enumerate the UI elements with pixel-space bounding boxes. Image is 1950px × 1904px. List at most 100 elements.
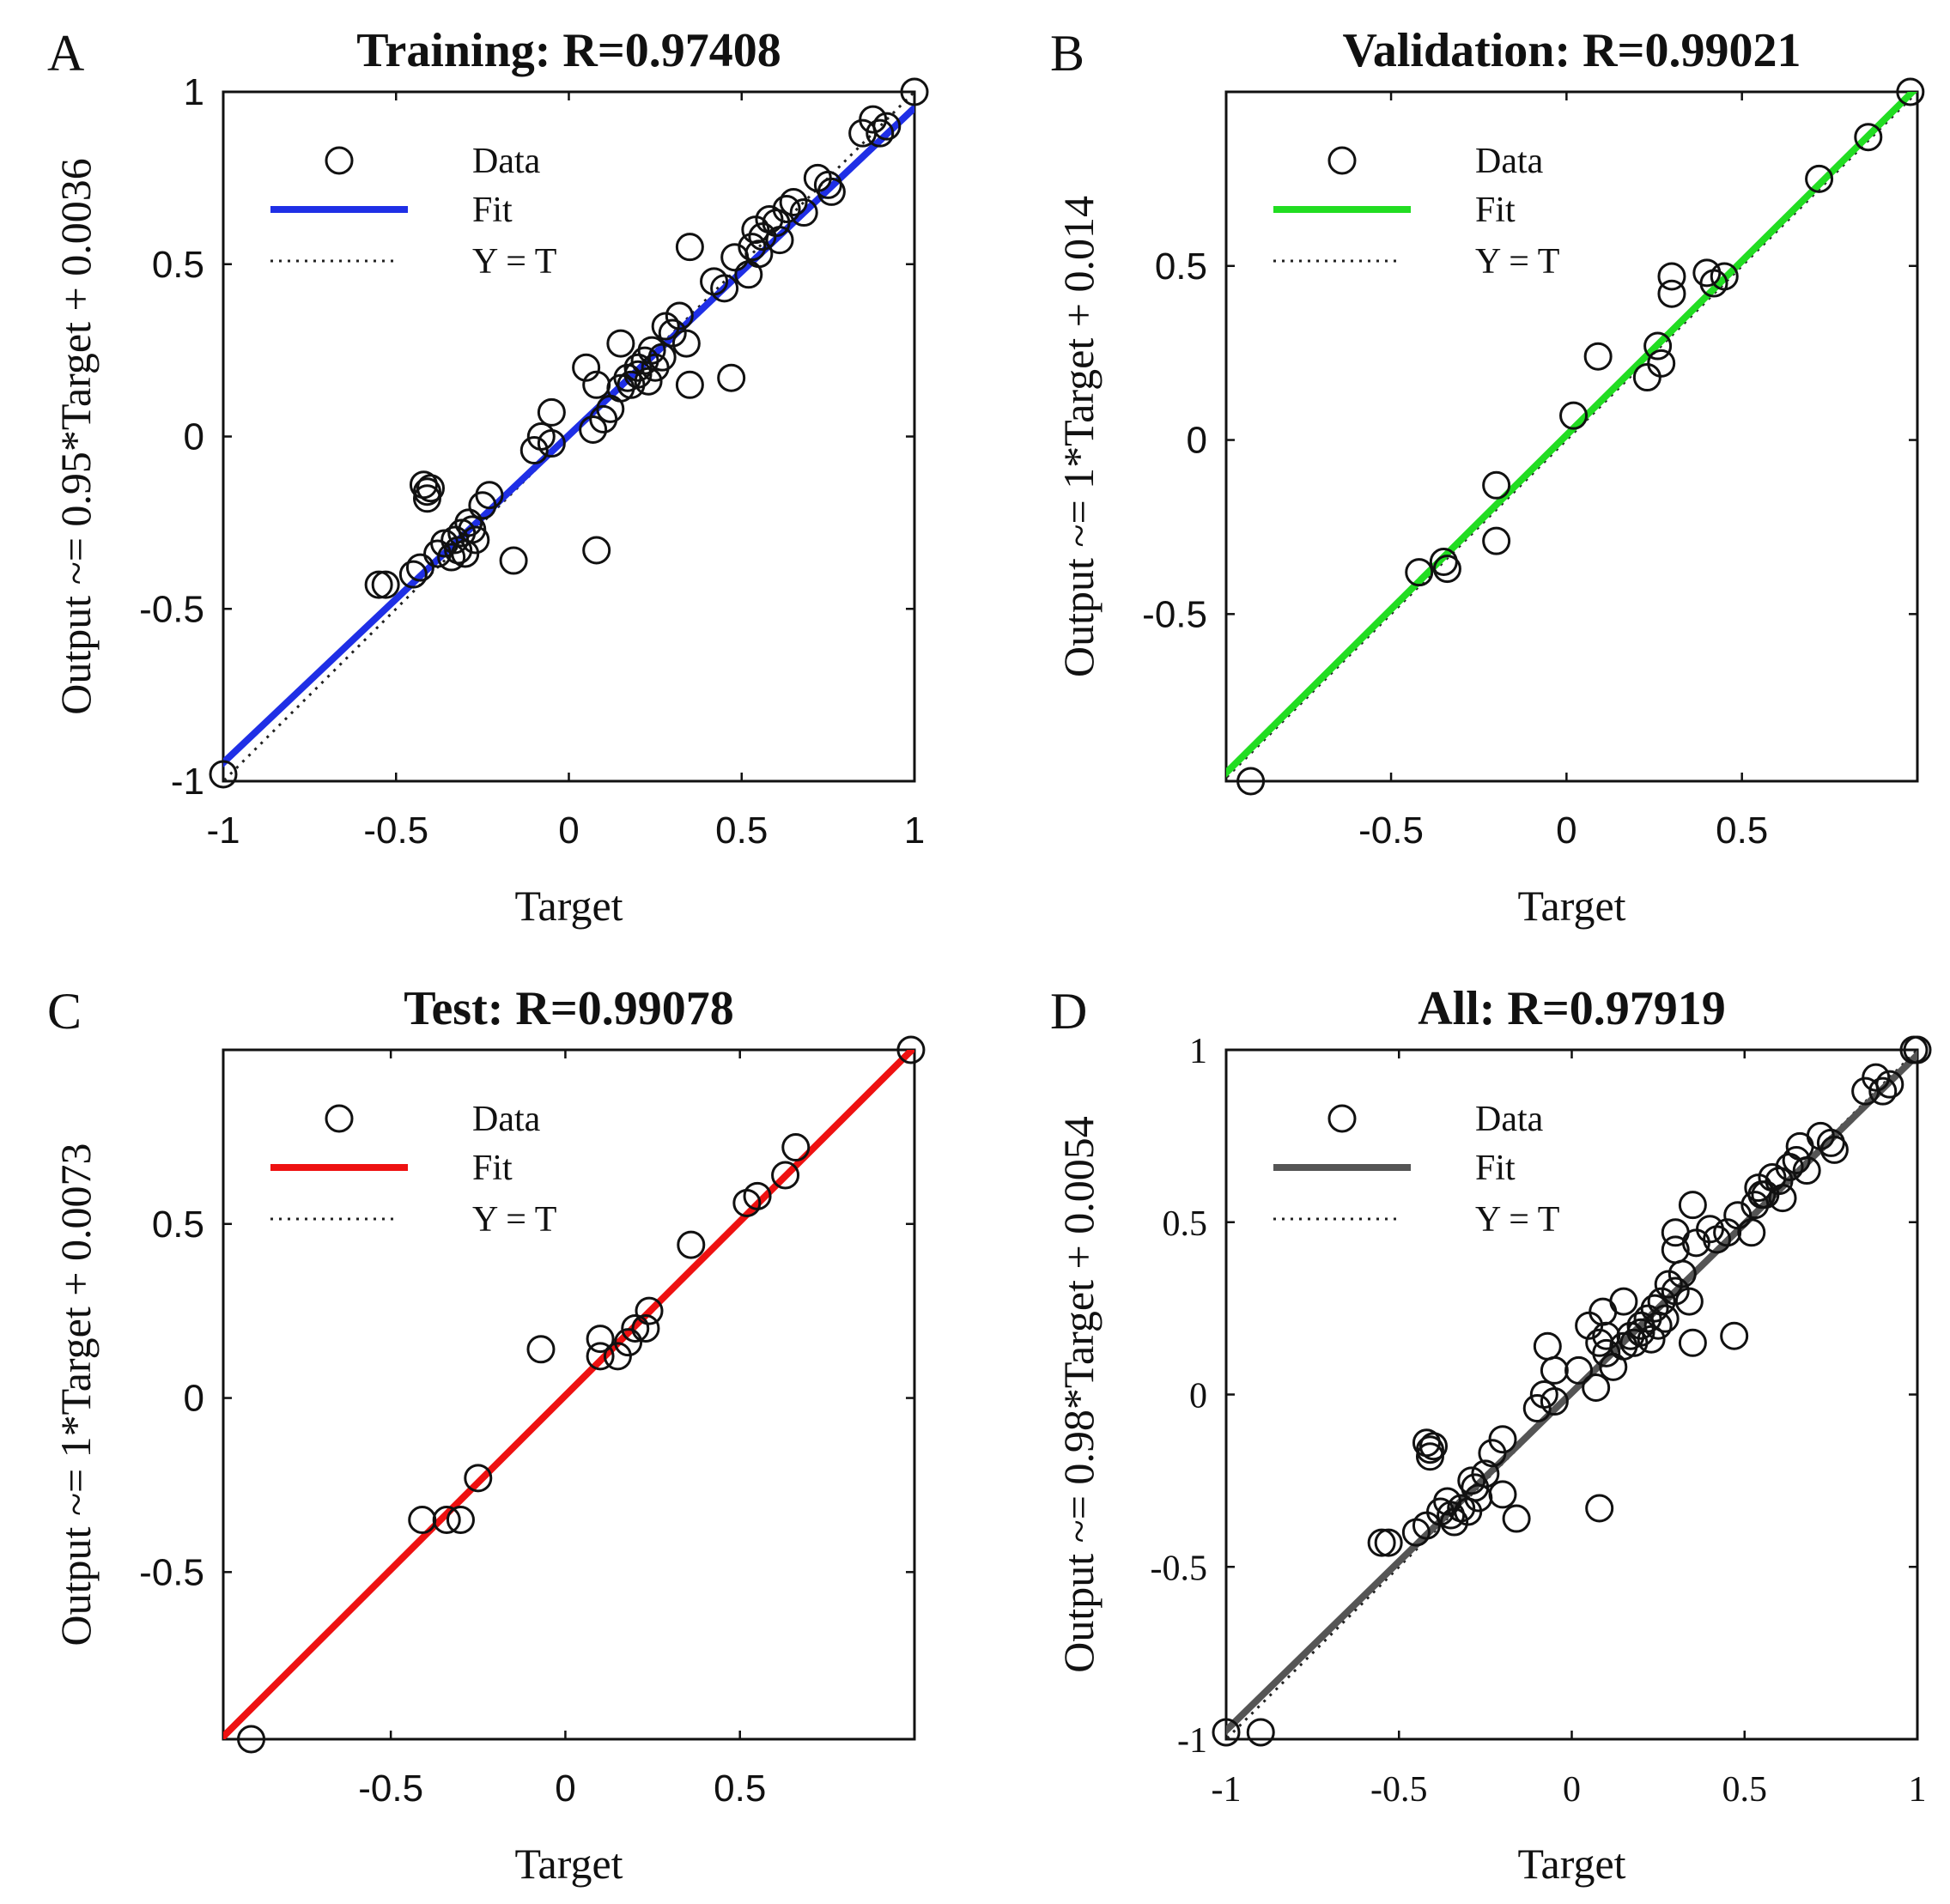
data-point bbox=[1674, 1287, 1704, 1316]
data-point bbox=[710, 274, 739, 303]
data-point bbox=[900, 77, 929, 106]
data-points bbox=[237, 1035, 926, 1754]
data-point bbox=[398, 560, 428, 589]
data-point bbox=[1854, 123, 1883, 152]
y-tick-label: 1 bbox=[1189, 1032, 1207, 1071]
data-point bbox=[1582, 1373, 1611, 1402]
data-point bbox=[1723, 1201, 1753, 1230]
data-point bbox=[1482, 526, 1511, 555]
data-point bbox=[1710, 262, 1739, 291]
x-tick-label: -0.5 bbox=[363, 810, 428, 852]
y-tick-label: -0.5 bbox=[1151, 1549, 1208, 1588]
data-point bbox=[1868, 1076, 1898, 1106]
data-point bbox=[738, 233, 767, 262]
data-point bbox=[1564, 1355, 1594, 1385]
data-point bbox=[1415, 1435, 1444, 1464]
data-points bbox=[209, 77, 929, 789]
data-point bbox=[817, 177, 846, 206]
y-axis-label: Output ~= 1*Target + 0.0073 bbox=[52, 1143, 100, 1646]
data-point bbox=[1559, 401, 1589, 430]
data-point bbox=[1896, 77, 1925, 106]
x-tick-label: -0.5 bbox=[1358, 810, 1424, 852]
y-tick-label: -1 bbox=[1177, 1721, 1207, 1761]
y-axis-label: Output ~= 0.95*Target + 0.0036 bbox=[52, 158, 100, 714]
data-point bbox=[1657, 262, 1686, 291]
data-point bbox=[1585, 1494, 1614, 1523]
data-point bbox=[1678, 1328, 1707, 1357]
data-point bbox=[1488, 1480, 1517, 1509]
data-point bbox=[614, 1328, 643, 1357]
y-axis-label: Output ~= 1*Target + 0.014 bbox=[1054, 196, 1103, 677]
y-tick-label: 0 bbox=[1189, 1377, 1207, 1416]
panel-b: B Validation: R=0.99021 -0.5 0 0.5 -0.5 0 0.5 Ta… bbox=[1050, 24, 1925, 930]
panel-c: C Test: R=0.99078 -0.5 0 0.5 -0.5 0 0.5 Target Ou… bbox=[47, 982, 926, 1888]
legend-fit-label: Fit bbox=[472, 1149, 513, 1188]
data-point bbox=[1583, 342, 1613, 371]
data-point bbox=[499, 546, 528, 575]
x-axis-label: Target bbox=[514, 1840, 623, 1888]
legend-fit-label: Fit bbox=[1475, 191, 1516, 230]
fit-line bbox=[1226, 1050, 1917, 1736]
data-point bbox=[675, 233, 704, 262]
panel-letter: C bbox=[47, 983, 82, 1040]
identity-line bbox=[1226, 92, 1917, 780]
data-point bbox=[859, 105, 888, 134]
data-point bbox=[647, 343, 677, 372]
data-point bbox=[1522, 1394, 1552, 1423]
data-point bbox=[1540, 1355, 1569, 1385]
data-point bbox=[416, 474, 445, 503]
data-point bbox=[743, 1181, 772, 1210]
data-point bbox=[1737, 1218, 1766, 1247]
legend-data-label: Data bbox=[472, 142, 541, 181]
data-point bbox=[408, 1506, 437, 1534]
fit-line bbox=[223, 1050, 914, 1739]
data-point bbox=[1643, 331, 1673, 361]
data-point bbox=[635, 1296, 664, 1325]
data-point bbox=[586, 1342, 615, 1371]
x-tick-label: -0.5 bbox=[358, 1768, 423, 1810]
data-point bbox=[1367, 1528, 1396, 1557]
data-point bbox=[461, 525, 490, 555]
y-tick-label: -0.5 bbox=[139, 1551, 204, 1593]
panel-letter: D bbox=[1050, 983, 1087, 1040]
y-tick-label: 0 bbox=[1187, 420, 1207, 462]
y-tick-label: 0 bbox=[184, 416, 204, 458]
data-point bbox=[1637, 1325, 1666, 1354]
data-point bbox=[437, 543, 466, 572]
legend-identity-label: Y = T bbox=[1475, 1200, 1559, 1240]
data-point bbox=[1246, 1718, 1275, 1747]
legend: Data Fit Y = T bbox=[270, 142, 556, 282]
data-point bbox=[586, 1325, 615, 1354]
data-point bbox=[872, 112, 902, 141]
data-point bbox=[582, 536, 611, 565]
data-point bbox=[1488, 1425, 1517, 1454]
data-point bbox=[671, 329, 701, 358]
data-point bbox=[1540, 1387, 1569, 1416]
y-tick-label: -0.5 bbox=[1142, 593, 1207, 635]
data-point bbox=[1609, 1287, 1638, 1316]
y-tick-label: 0 bbox=[184, 1378, 204, 1420]
legend-identity-label: Y = T bbox=[472, 242, 556, 282]
data-point bbox=[1482, 470, 1511, 500]
data-point bbox=[1875, 1070, 1904, 1099]
data-point bbox=[364, 570, 393, 599]
data-point bbox=[789, 198, 818, 227]
data-point bbox=[209, 760, 238, 789]
y-tick-label: 1 bbox=[184, 71, 204, 113]
data-point bbox=[464, 1464, 493, 1493]
data-point bbox=[371, 570, 400, 599]
panel-letter: B bbox=[1050, 25, 1084, 82]
data-point bbox=[1903, 1035, 1932, 1064]
data-point bbox=[1720, 1321, 1749, 1350]
data-point bbox=[744, 240, 774, 269]
data-point bbox=[779, 187, 808, 216]
x-tick-label: 0 bbox=[555, 1768, 575, 1810]
data-point bbox=[606, 329, 635, 358]
data-point bbox=[1668, 1259, 1697, 1289]
fit-line bbox=[223, 103, 914, 767]
data-point bbox=[772, 195, 801, 224]
data-point bbox=[1592, 1338, 1621, 1367]
data-point bbox=[537, 429, 566, 458]
data-point bbox=[1374, 1528, 1403, 1557]
